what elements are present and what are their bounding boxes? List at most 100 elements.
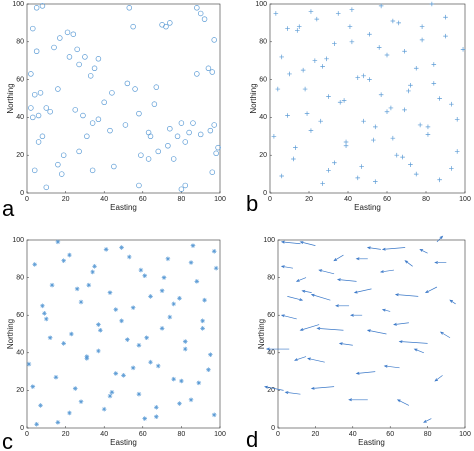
- point: [279, 54, 284, 60]
- point: [113, 371, 119, 376]
- point: [402, 48, 407, 54]
- point: [361, 118, 366, 124]
- point: [349, 7, 355, 12]
- point: [215, 144, 221, 151]
- arrow: [280, 240, 301, 245]
- point: [33, 48, 40, 54]
- point: [74, 286, 80, 292]
- point: [378, 3, 384, 9]
- y-tick-label: 80: [16, 39, 24, 46]
- arrow: [310, 386, 335, 390]
- point: [151, 101, 158, 107]
- point: [31, 91, 38, 98]
- point: [190, 243, 196, 248]
- point: [417, 122, 423, 128]
- point: [367, 31, 372, 37]
- point: [32, 262, 38, 267]
- point: [66, 54, 73, 60]
- point: [161, 275, 167, 280]
- x-axis-label: Easting: [110, 438, 137, 447]
- point: [167, 20, 173, 26]
- point: [202, 297, 207, 303]
- x-tick-label: 0: [276, 431, 280, 438]
- arrow: [280, 265, 294, 269]
- arrow: [393, 322, 409, 326]
- point: [194, 71, 200, 77]
- point: [367, 77, 372, 82]
- point: [213, 265, 219, 271]
- point: [26, 361, 32, 367]
- point: [326, 94, 331, 99]
- point: [335, 11, 341, 16]
- arrow: [404, 260, 413, 267]
- point: [373, 124, 378, 130]
- arrow: [318, 269, 335, 275]
- point: [101, 99, 107, 106]
- arrow: [398, 340, 428, 344]
- point: [314, 16, 320, 22]
- point: [347, 24, 353, 29]
- point: [109, 389, 115, 395]
- x-tick-label: 40: [349, 431, 357, 438]
- arrow: [424, 286, 438, 294]
- point: [87, 73, 94, 79]
- arrow: [316, 327, 344, 331]
- point: [324, 56, 329, 62]
- point: [125, 337, 130, 342]
- point: [39, 3, 46, 9]
- arrow: [284, 391, 301, 395]
- point: [178, 186, 185, 192]
- x-tick-label: 0: [25, 196, 29, 203]
- point: [293, 145, 298, 150]
- point: [165, 256, 171, 262]
- point: [159, 288, 165, 294]
- arrow: [264, 385, 284, 391]
- x-tick-label: 40: [100, 196, 108, 203]
- x-tick-label: 80: [424, 431, 432, 438]
- point: [31, 167, 38, 174]
- x-tick-label: 20: [62, 431, 70, 438]
- point: [355, 75, 361, 81]
- x-axis-label: Easting: [110, 203, 137, 212]
- point: [55, 239, 61, 245]
- point: [28, 105, 34, 111]
- point: [209, 69, 216, 75]
- point: [308, 128, 314, 133]
- point: [211, 248, 217, 254]
- point: [332, 41, 337, 46]
- point: [279, 173, 284, 179]
- point: [30, 384, 36, 389]
- point: [84, 356, 90, 361]
- point: [402, 107, 407, 113]
- point: [126, 5, 133, 11]
- point: [155, 148, 161, 155]
- x-tick-label: 40: [100, 431, 108, 438]
- point: [72, 386, 78, 391]
- point: [390, 18, 396, 24]
- point: [174, 133, 181, 140]
- y-tick-label: 60: [16, 312, 24, 319]
- arrow: [301, 289, 312, 293]
- plot-area: [26, 3, 221, 194]
- y-tick-label: 100: [255, 1, 267, 8]
- arrow: [396, 399, 410, 406]
- point: [148, 359, 153, 365]
- point: [76, 61, 82, 68]
- point: [287, 71, 292, 77]
- point: [179, 378, 184, 384]
- point: [91, 65, 98, 72]
- arrow: [436, 235, 444, 243]
- y-axis-label: Northing: [257, 319, 266, 349]
- panel: 0 20 40 60 80 100 0 20 40 60 80 100 Easting Northing a: [2, 1, 226, 221]
- point: [136, 182, 142, 189]
- point: [107, 393, 113, 399]
- point: [177, 401, 182, 406]
- arrow: [350, 313, 363, 317]
- y-tick-label: 80: [16, 274, 24, 281]
- point: [194, 5, 200, 11]
- point: [408, 82, 413, 88]
- arrow: [355, 257, 368, 261]
- point: [460, 47, 466, 52]
- point: [167, 314, 173, 320]
- point: [39, 133, 46, 140]
